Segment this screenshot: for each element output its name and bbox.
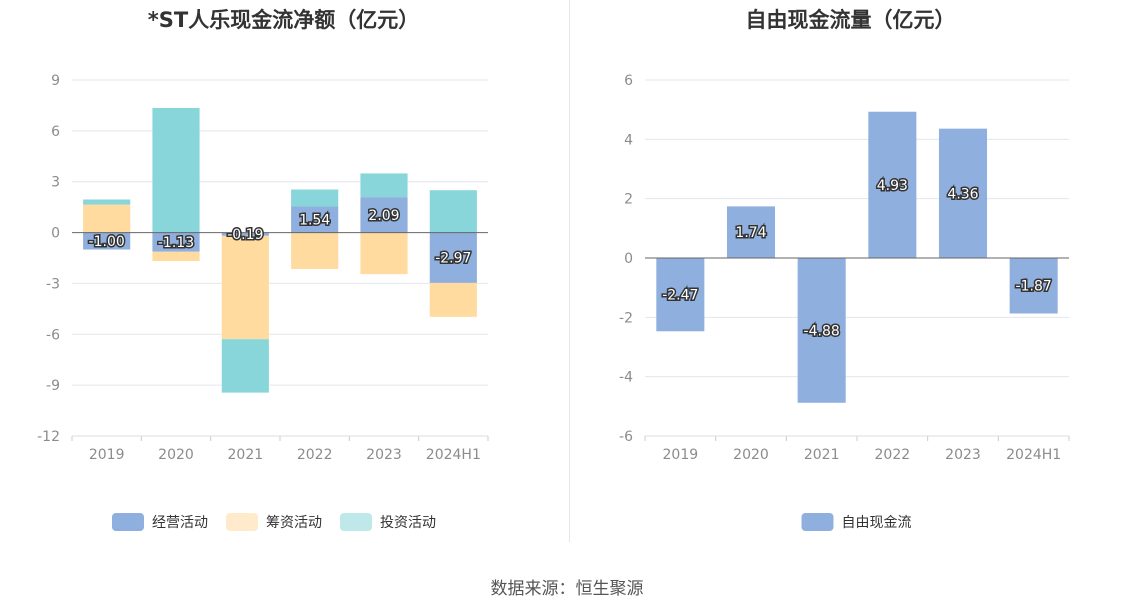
chart-title: 自由现金流量（亿元） bbox=[745, 8, 956, 32]
bar bbox=[291, 232, 339, 270]
data-label: -4.88 bbox=[804, 323, 840, 339]
data-label: 4.36 bbox=[947, 186, 978, 202]
free-cash-flow-chart: 自由现金流量（亿元） 6 4 2 0 -2 -4 -6 2019 2020 2021 2022 202… bbox=[567, 0, 1134, 560]
legend-label: 自由现金流 bbox=[842, 515, 912, 531]
legend-swatch bbox=[801, 513, 834, 531]
data-label: 2.09 bbox=[368, 208, 399, 224]
bar bbox=[868, 111, 917, 258]
y-tick-label: -9 bbox=[46, 378, 60, 394]
legend-label: 投资活动 bbox=[380, 515, 436, 531]
bar bbox=[726, 206, 776, 258]
bar bbox=[429, 282, 477, 317]
y-tick-label: 6 bbox=[51, 124, 60, 140]
bar bbox=[83, 199, 131, 205]
x-tick-label: 2020 bbox=[733, 447, 769, 463]
y-tick-label: -3 bbox=[46, 276, 60, 292]
x-tick-label: 2023 bbox=[366, 447, 402, 463]
data-label: -0.19 bbox=[227, 227, 263, 243]
data-label: 1.54 bbox=[299, 213, 330, 229]
y-tick-label: 0 bbox=[51, 226, 60, 242]
data-source: 数据来源：恒生聚源 bbox=[490, 579, 644, 599]
bar bbox=[429, 190, 477, 233]
legend-swatch bbox=[112, 513, 144, 531]
x-tick-label: 2019 bbox=[89, 447, 125, 463]
free-cash-flow-chart-svg: 6 4 2 0 -2 -4 -6 2019 2020 2021 2022 2023 2024H1 -2.4… bbox=[619, 73, 1070, 531]
cash-flow-chart: *ST人乐现金流净额（亿元） 9 6 3 0 -3 -6 -9 -12 2019 2020 2021… bbox=[0, 0, 567, 560]
bar bbox=[221, 232, 269, 236]
data-label: -2.97 bbox=[435, 251, 471, 267]
y-tick-label: 9 bbox=[51, 73, 60, 89]
bar bbox=[152, 251, 200, 262]
x-tick-label: 2022 bbox=[297, 447, 333, 463]
bar bbox=[360, 232, 408, 275]
bar bbox=[360, 173, 408, 198]
bar bbox=[291, 206, 339, 233]
y-tick-label: -2 bbox=[619, 310, 633, 326]
data-label: -2.47 bbox=[662, 288, 698, 304]
data-label: 1.74 bbox=[735, 225, 766, 241]
data-label: 4.93 bbox=[877, 178, 908, 194]
y-tick-label: 6 bbox=[624, 73, 633, 89]
legend-item[interactable]: 经营活动 bbox=[112, 513, 208, 531]
x-tick-label: 2022 bbox=[875, 447, 911, 463]
bar bbox=[656, 258, 705, 332]
legend-label: 筹资活动 bbox=[266, 514, 322, 531]
legend-item[interactable]: 投资活动 bbox=[340, 513, 436, 531]
legend-item[interactable]: 筹资活动 bbox=[226, 513, 322, 531]
panel-divider bbox=[569, 0, 570, 542]
bar bbox=[221, 339, 269, 393]
y-tick-label: -6 bbox=[619, 429, 633, 445]
bar bbox=[1009, 258, 1058, 314]
x-tick-label: 2019 bbox=[663, 447, 699, 463]
bar bbox=[429, 232, 477, 283]
legend-label: 经营活动 bbox=[152, 515, 208, 531]
chart-title: *ST人乐现金流净额（亿元） bbox=[147, 8, 420, 32]
x-tick-label: 2024H1 bbox=[1006, 447, 1061, 463]
bar bbox=[152, 107, 200, 233]
y-tick-label: -12 bbox=[37, 429, 60, 445]
data-label: -1.00 bbox=[89, 234, 125, 250]
data-label: -1.87 bbox=[1016, 279, 1052, 295]
x-tick-label: 2023 bbox=[945, 447, 981, 463]
x-tick-label: 2020 bbox=[158, 447, 194, 463]
bar bbox=[938, 128, 988, 258]
y-tick-label: 4 bbox=[624, 132, 633, 148]
x-tick-label: 2021 bbox=[804, 447, 840, 463]
y-tick-label: 0 bbox=[624, 251, 633, 267]
y-tick-label: 2 bbox=[624, 192, 633, 208]
bar bbox=[152, 232, 200, 252]
y-tick-label: -4 bbox=[619, 370, 633, 386]
bar bbox=[797, 258, 846, 403]
legend-swatch bbox=[340, 513, 372, 531]
bar bbox=[83, 204, 131, 233]
cash-flow-chart-svg: 9 6 3 0 -3 -6 -9 -12 2019 2020 2021 2022 2023 2024H1 -… bbox=[37, 73, 489, 531]
y-tick-label: -6 bbox=[46, 327, 60, 343]
y-tick-label: 3 bbox=[51, 175, 60, 191]
legend-item[interactable]: 自由现金流 bbox=[801, 513, 912, 531]
x-tick-label: 2021 bbox=[228, 447, 264, 463]
bar bbox=[221, 235, 269, 340]
legend-swatch bbox=[226, 513, 258, 531]
bar bbox=[360, 197, 408, 233]
data-label: -1.13 bbox=[158, 235, 194, 251]
bar bbox=[83, 232, 131, 250]
bar bbox=[291, 189, 339, 207]
x-tick-label: 2024H1 bbox=[426, 447, 481, 463]
